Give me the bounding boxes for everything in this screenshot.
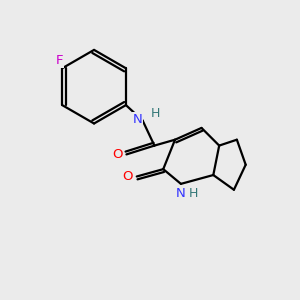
Text: H: H [189,187,198,200]
Text: O: O [123,170,133,183]
Text: N: N [176,187,186,200]
Text: O: O [112,148,123,161]
Text: H: H [150,107,160,120]
Text: N: N [133,112,142,126]
Text: F: F [56,54,63,68]
